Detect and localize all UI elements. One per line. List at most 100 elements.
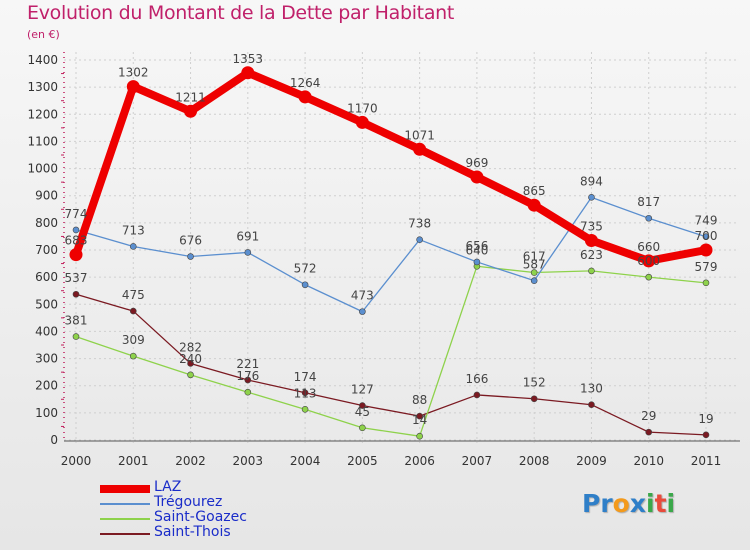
data-label: 88 bbox=[412, 393, 427, 407]
series-line-tr-gourez bbox=[75, 196, 707, 313]
data-label: 309 bbox=[122, 333, 145, 347]
data-point bbox=[473, 258, 481, 266]
data-label: 282 bbox=[179, 340, 202, 354]
x-tick-label: 2004 bbox=[290, 454, 321, 468]
data-label: 1071 bbox=[404, 128, 435, 142]
y-tick-label: 1100 bbox=[27, 134, 58, 148]
data-point bbox=[187, 371, 194, 379]
data-label: 176 bbox=[236, 369, 259, 383]
data-label: 572 bbox=[294, 262, 317, 276]
data-point bbox=[244, 376, 252, 384]
chart-title: Evolution du Montant de la Dette par Hab… bbox=[27, 2, 455, 24]
data-point bbox=[645, 428, 653, 436]
data-point bbox=[359, 402, 366, 409]
data-label: 640 bbox=[465, 243, 488, 257]
x-tick-label: 2001 bbox=[118, 454, 149, 468]
data-point bbox=[359, 308, 366, 315]
data-label: 587 bbox=[523, 258, 546, 272]
data-label: 1353 bbox=[233, 52, 264, 66]
chart-unit: (en €) bbox=[27, 28, 60, 41]
data-point bbox=[184, 104, 198, 118]
legend-label: LAZ bbox=[154, 479, 182, 495]
legend-swatch bbox=[100, 485, 150, 493]
data-label: 700 bbox=[695, 229, 718, 243]
legend-item-saint-thois: Saint-Thois bbox=[100, 524, 350, 541]
legend-item-saint-goazec: Saint-Goazec bbox=[100, 509, 350, 526]
legend-swatch bbox=[100, 518, 150, 520]
data-label: 240 bbox=[179, 352, 202, 366]
x-tick-label: 2010 bbox=[633, 454, 664, 468]
data-label: 537 bbox=[65, 271, 88, 285]
data-point bbox=[187, 253, 194, 260]
data-label: 1211 bbox=[175, 90, 206, 104]
data-label: 749 bbox=[695, 214, 718, 228]
data-point bbox=[355, 115, 369, 129]
y-tick-label: 400 bbox=[35, 324, 58, 338]
data-label: 865 bbox=[523, 184, 546, 198]
data-point bbox=[72, 226, 80, 234]
data-point bbox=[530, 395, 538, 403]
y-tick-label: 700 bbox=[35, 243, 58, 257]
data-label: 817 bbox=[637, 195, 660, 209]
data-label: 735 bbox=[580, 220, 603, 234]
data-point bbox=[301, 406, 309, 413]
data-label: 738 bbox=[408, 217, 431, 231]
data-label: 381 bbox=[65, 314, 88, 328]
data-label: 691 bbox=[236, 229, 259, 243]
data-point bbox=[241, 66, 255, 80]
legend-swatch bbox=[100, 503, 150, 505]
data-point bbox=[301, 389, 309, 397]
data-label: 14 bbox=[412, 413, 427, 427]
data-point bbox=[473, 391, 481, 399]
data-label: 1170 bbox=[347, 101, 378, 115]
data-label: 774 bbox=[65, 207, 88, 221]
data-point bbox=[645, 214, 653, 222]
legend-label: Saint-Thois bbox=[154, 524, 231, 540]
x-tick-label: 2002 bbox=[175, 454, 206, 468]
series-line-saint-goazec bbox=[75, 265, 707, 437]
legend: LAZ Trégourez Saint-Goazec Saint-Thois bbox=[100, 479, 350, 541]
data-point bbox=[187, 360, 194, 367]
data-label: 683 bbox=[65, 234, 88, 248]
y-tick-label: 1400 bbox=[27, 53, 58, 67]
y-tick-label: 1300 bbox=[27, 80, 58, 94]
series-line-laz bbox=[72, 68, 710, 265]
y-tick-label: 1200 bbox=[27, 107, 58, 121]
data-label: 166 bbox=[465, 372, 488, 386]
data-point bbox=[527, 198, 541, 212]
data-label: 475 bbox=[122, 288, 145, 302]
y-tick-label: 0 bbox=[50, 433, 58, 447]
data-point bbox=[584, 234, 598, 247]
data-point bbox=[244, 249, 252, 256]
y-tick-label: 200 bbox=[35, 379, 58, 393]
data-point bbox=[588, 401, 595, 409]
data-label: 152 bbox=[523, 376, 546, 390]
legend-item-laz: LAZ bbox=[100, 479, 350, 496]
data-label: 45 bbox=[355, 405, 370, 419]
data-point bbox=[244, 388, 252, 396]
legend-swatch bbox=[100, 533, 150, 535]
data-point bbox=[699, 243, 713, 257]
data-point bbox=[126, 80, 140, 94]
data-label: 579 bbox=[695, 260, 718, 274]
y-tick-label: 100 bbox=[35, 406, 58, 420]
y-tick-label: 600 bbox=[35, 270, 58, 284]
data-point bbox=[645, 273, 653, 281]
data-label: 656 bbox=[465, 239, 488, 253]
x-tick-label: 2009 bbox=[576, 454, 607, 468]
data-label: 127 bbox=[351, 383, 374, 397]
y-tick-label: 800 bbox=[35, 216, 58, 230]
data-label: 130 bbox=[580, 382, 603, 396]
y-tick-label: 500 bbox=[35, 297, 58, 311]
legend-label: Trégourez bbox=[154, 494, 223, 510]
data-point bbox=[413, 142, 427, 156]
data-point bbox=[301, 281, 309, 289]
data-point bbox=[702, 431, 710, 439]
x-tick-label: 2003 bbox=[233, 454, 264, 468]
data-point bbox=[129, 352, 137, 360]
brand-logo: Proxiti bbox=[582, 489, 676, 518]
data-point bbox=[642, 254, 656, 268]
data-point bbox=[588, 267, 595, 275]
data-label: 19 bbox=[698, 412, 713, 426]
